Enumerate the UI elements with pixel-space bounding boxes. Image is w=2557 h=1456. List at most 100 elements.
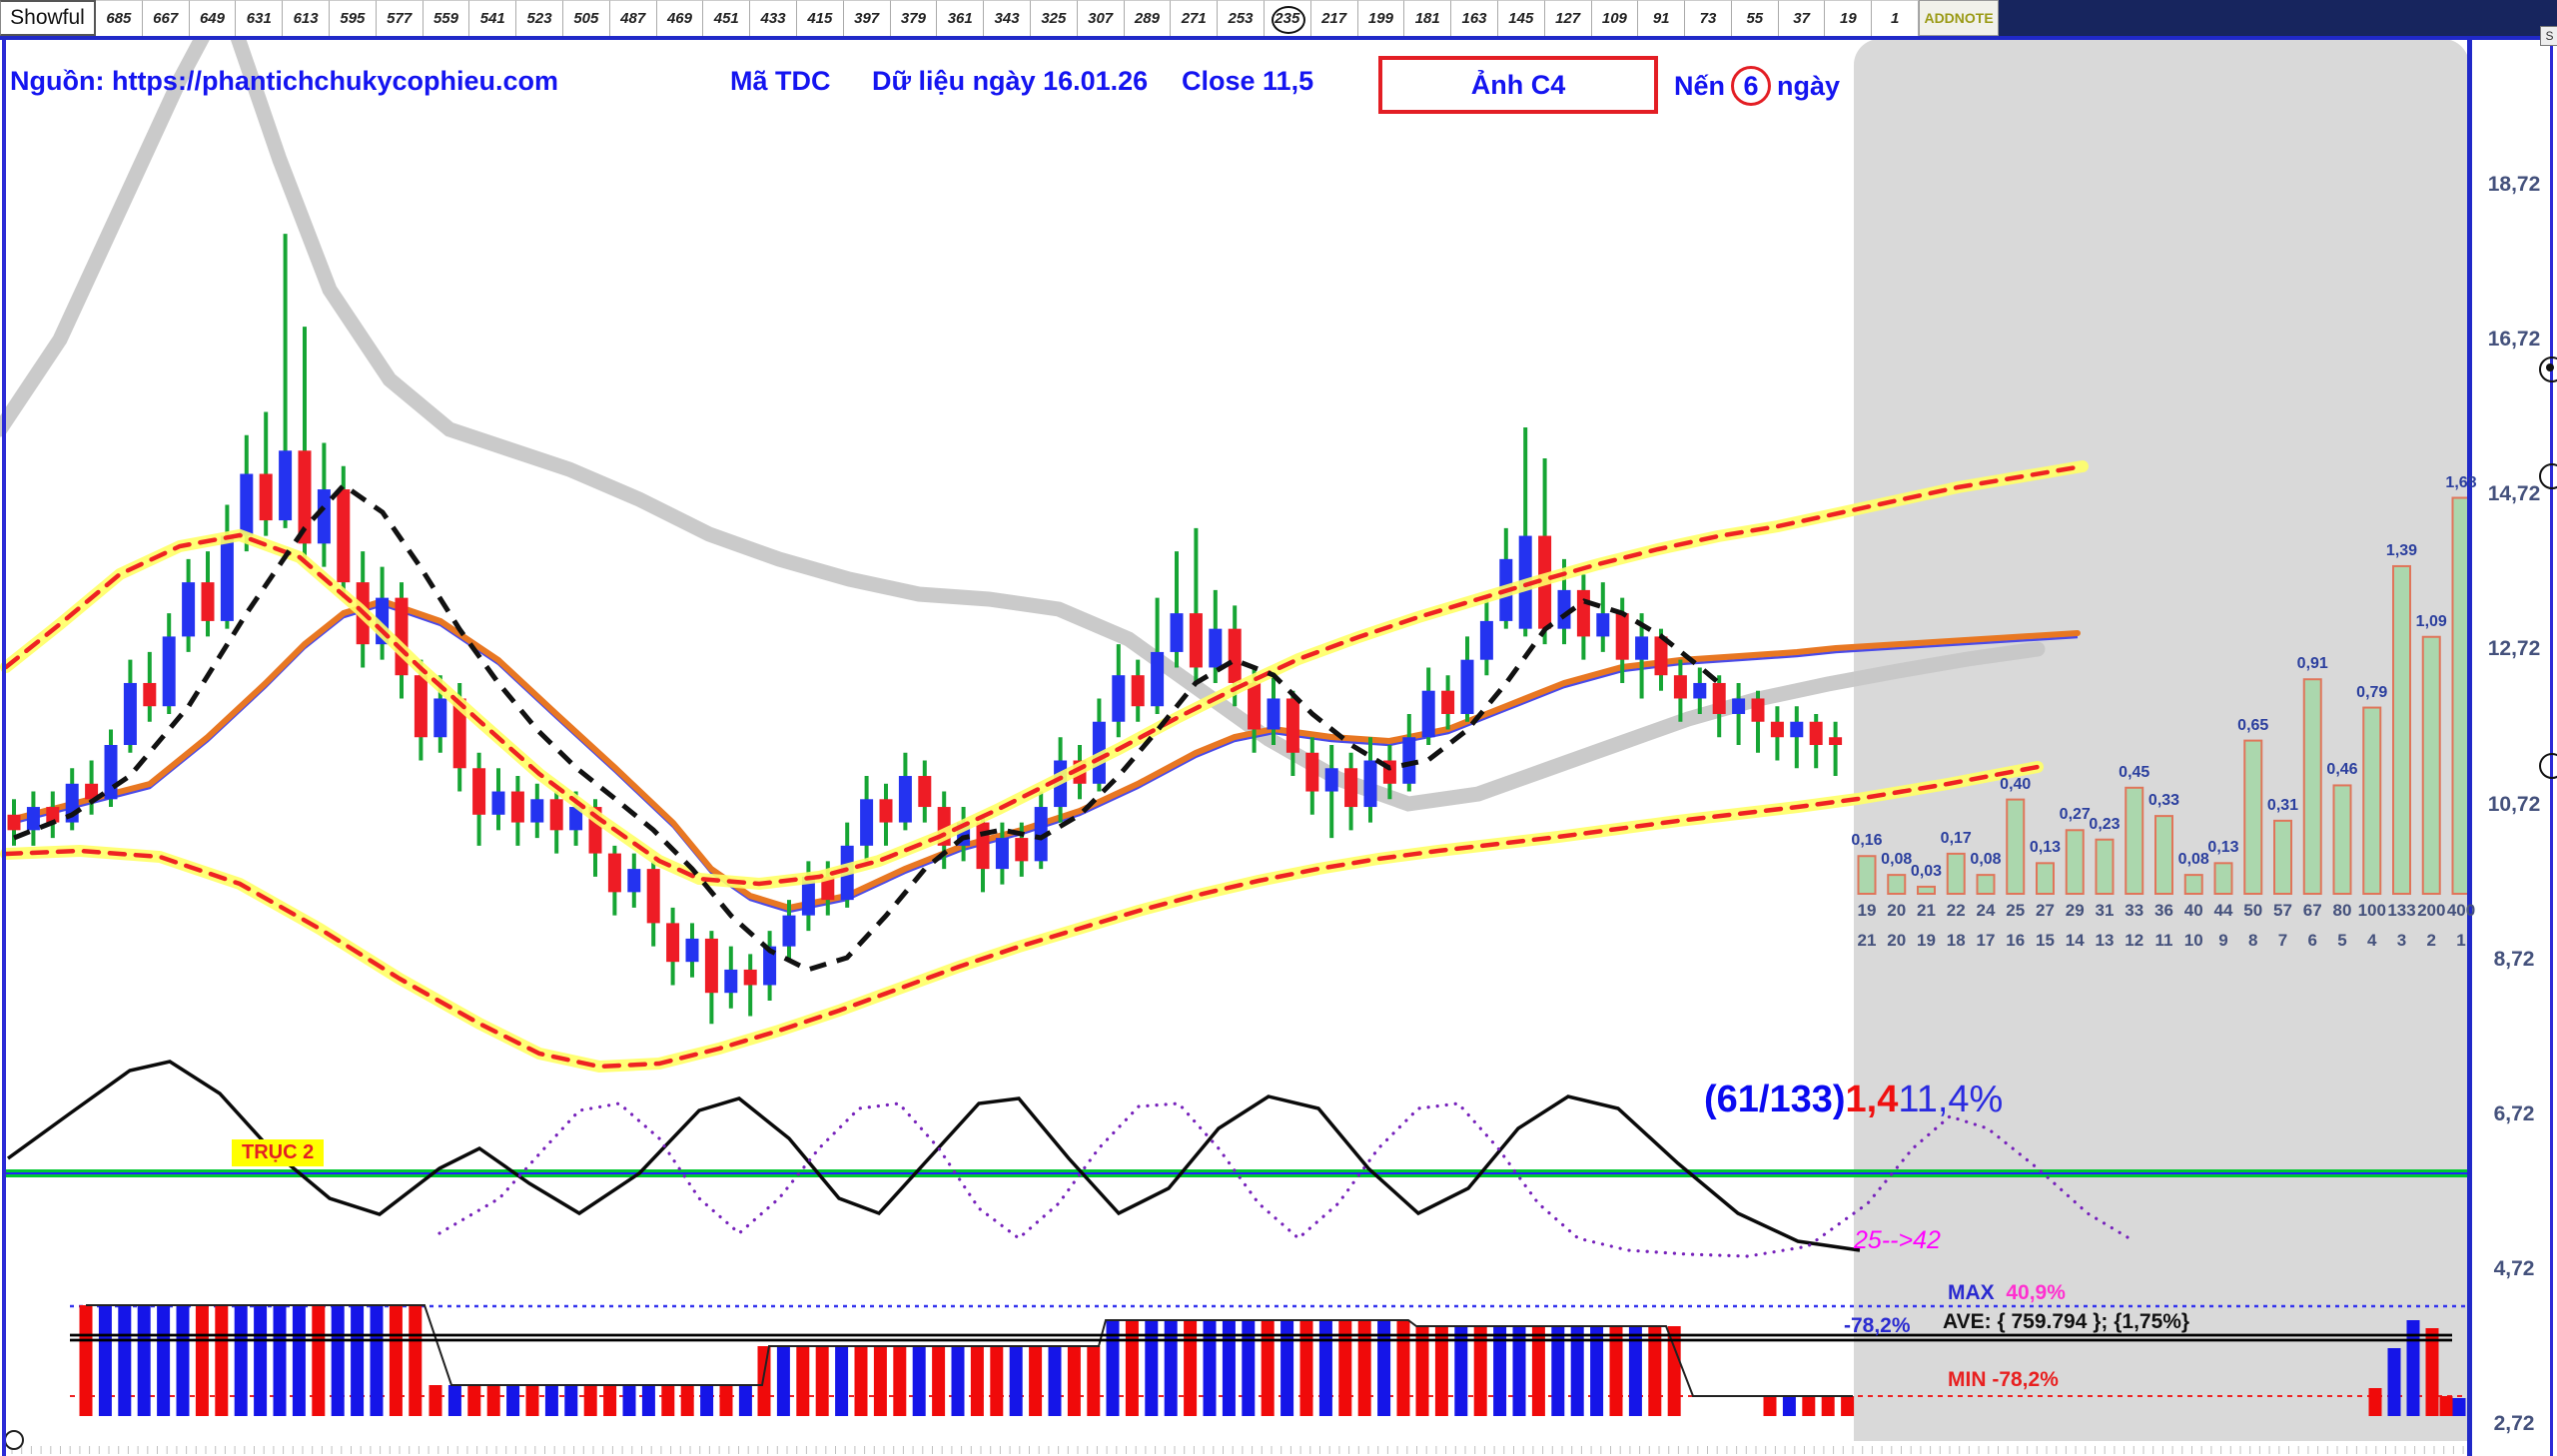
cycle-histogram-bar bbox=[2421, 635, 2441, 895]
signal-bar bbox=[1590, 1326, 1604, 1416]
signal-bar bbox=[1029, 1346, 1043, 1416]
signal-bar bbox=[622, 1385, 636, 1416]
cycle-histogram-bar bbox=[2006, 798, 2026, 895]
price-axis-label: 10,72 bbox=[2487, 792, 2541, 816]
candle-body bbox=[491, 791, 505, 815]
cycle-histogram-bar bbox=[1857, 855, 1877, 895]
signal-bar bbox=[1164, 1320, 1178, 1416]
bar-count-button-109[interactable]: 109 bbox=[1591, 0, 1639, 36]
bar-count-button-19[interactable]: 19 bbox=[1825, 0, 1873, 36]
candle-body bbox=[162, 636, 176, 707]
signal-bar bbox=[661, 1385, 675, 1416]
bar-count-button-37[interactable]: 37 bbox=[1778, 0, 1826, 36]
signal-bar bbox=[1841, 1396, 1855, 1416]
histogram-value: 0,65 bbox=[2237, 716, 2269, 734]
bar-count-button-397[interactable]: 397 bbox=[843, 0, 891, 36]
addnote-button[interactable]: ADDNOTE bbox=[1919, 0, 2000, 36]
histogram-x-label-row2: 7 bbox=[2277, 931, 2288, 950]
bar-count-button-325[interactable]: 325 bbox=[1030, 0, 1078, 36]
cycle-histogram-bar bbox=[1946, 852, 1966, 896]
histogram-x-label-row2: 3 bbox=[2396, 931, 2407, 950]
s-button[interactable]: S bbox=[2540, 26, 2557, 46]
signal-bar bbox=[1648, 1326, 1662, 1416]
price-axis-label: 8,72 bbox=[2493, 947, 2535, 971]
cycle-histogram-bar bbox=[2125, 786, 2144, 895]
signal-bar bbox=[2387, 1348, 2401, 1416]
bar-count-button-181[interactable]: 181 bbox=[1404, 0, 1452, 36]
signal-bar bbox=[757, 1346, 771, 1416]
signal-bar bbox=[738, 1385, 752, 1416]
circle-annotation-icon bbox=[1271, 6, 1305, 34]
signal-bar bbox=[351, 1305, 365, 1416]
lower-band-line bbox=[3, 764, 2041, 1070]
bar-count-button-433[interactable]: 433 bbox=[750, 0, 797, 36]
cycle-histogram-bar bbox=[1976, 874, 1996, 895]
bar-count-button-253[interactable]: 253 bbox=[1218, 0, 1265, 36]
histogram-value: 0,17 bbox=[1940, 829, 1972, 847]
bar-count-button-361[interactable]: 361 bbox=[937, 0, 985, 36]
bar-count-button-289[interactable]: 289 bbox=[1124, 0, 1172, 36]
signal-bar bbox=[1280, 1320, 1294, 1416]
signal-bar bbox=[195, 1305, 209, 1416]
bar-count-button-1[interactable]: 1 bbox=[1872, 0, 1920, 36]
bar-count-button-145[interactable]: 145 bbox=[1497, 0, 1545, 36]
bar-count-button-577[interactable]: 577 bbox=[376, 0, 424, 36]
histogram-x-label-row1: 21 bbox=[1917, 901, 1936, 920]
bar-count-button-451[interactable]: 451 bbox=[703, 0, 751, 36]
signal-bar bbox=[525, 1385, 539, 1416]
histogram-x-label-row2: 20 bbox=[1887, 931, 1907, 950]
histogram-x-label-row1: 25 bbox=[2006, 901, 2026, 920]
histogram-x-label-row2: 6 bbox=[2307, 931, 2317, 950]
candle-body bbox=[123, 682, 137, 746]
price-axis-label: 14,72 bbox=[2487, 482, 2541, 506]
bar-count-button-307[interactable]: 307 bbox=[1077, 0, 1125, 36]
bar-count-button-595[interactable]: 595 bbox=[329, 0, 377, 36]
candle-body bbox=[104, 745, 118, 800]
signal-bar bbox=[234, 1305, 248, 1416]
signal-bar bbox=[1048, 1346, 1062, 1416]
app-name-button[interactable]: Showful bbox=[0, 0, 96, 36]
signal-bar bbox=[1667, 1326, 1681, 1416]
bar-count-button-379[interactable]: 379 bbox=[890, 0, 938, 36]
histogram-x-label-row2: 14 bbox=[2065, 931, 2085, 950]
candle-body bbox=[1151, 651, 1165, 707]
bar-count-button-505[interactable]: 505 bbox=[562, 0, 610, 36]
histogram-value: 0,08 bbox=[1970, 851, 2002, 869]
bar-count-button-613[interactable]: 613 bbox=[283, 0, 330, 36]
bar-count-button-217[interactable]: 217 bbox=[1310, 0, 1358, 36]
histogram-value: 0,91 bbox=[2296, 655, 2328, 673]
bar-count-button-487[interactable]: 487 bbox=[609, 0, 657, 36]
bar-count-button-415[interactable]: 415 bbox=[796, 0, 844, 36]
signal-bar bbox=[873, 1346, 887, 1416]
bar-count-button-649[interactable]: 649 bbox=[189, 0, 237, 36]
bar-count-button-559[interactable]: 559 bbox=[423, 0, 470, 36]
bar-count-button-235[interactable]: 235 bbox=[1264, 0, 1311, 36]
candle-days-circle: 6 bbox=[1731, 66, 1772, 106]
bar-count-button-631[interactable]: 631 bbox=[236, 0, 284, 36]
signal-bar bbox=[331, 1305, 345, 1416]
bar-count-button-127[interactable]: 127 bbox=[1544, 0, 1592, 36]
bar-count-button-55[interactable]: 55 bbox=[1731, 0, 1779, 36]
bar-count-button-343[interactable]: 343 bbox=[984, 0, 1031, 36]
bar-count-button-541[interactable]: 541 bbox=[469, 0, 517, 36]
candle-body bbox=[1285, 698, 1299, 753]
signal-bar bbox=[893, 1346, 907, 1416]
bar-count-button-469[interactable]: 469 bbox=[656, 0, 704, 36]
signal-bar bbox=[815, 1346, 829, 1416]
bar-count-button-523[interactable]: 523 bbox=[516, 0, 563, 36]
candle-body bbox=[143, 682, 157, 707]
bar-count-button-163[interactable]: 163 bbox=[1451, 0, 1498, 36]
histogram-x-label-row1: 40 bbox=[2183, 901, 2203, 920]
bar-count-button-199[interactable]: 199 bbox=[1357, 0, 1405, 36]
signal-bar bbox=[641, 1385, 655, 1416]
histogram-x-label-row1: 31 bbox=[2095, 901, 2115, 920]
bar-count-button-685[interactable]: 685 bbox=[96, 0, 143, 36]
signal-bar bbox=[1087, 1346, 1101, 1416]
price-axis-label: 18,72 bbox=[2487, 173, 2541, 196]
bar-count-button-271[interactable]: 271 bbox=[1171, 0, 1219, 36]
max-value: 40,9% bbox=[2006, 1281, 2066, 1304]
bar-count-button-667[interactable]: 667 bbox=[142, 0, 190, 36]
bar-count-button-91[interactable]: 91 bbox=[1638, 0, 1686, 36]
bar-count-button-73[interactable]: 73 bbox=[1685, 0, 1732, 36]
